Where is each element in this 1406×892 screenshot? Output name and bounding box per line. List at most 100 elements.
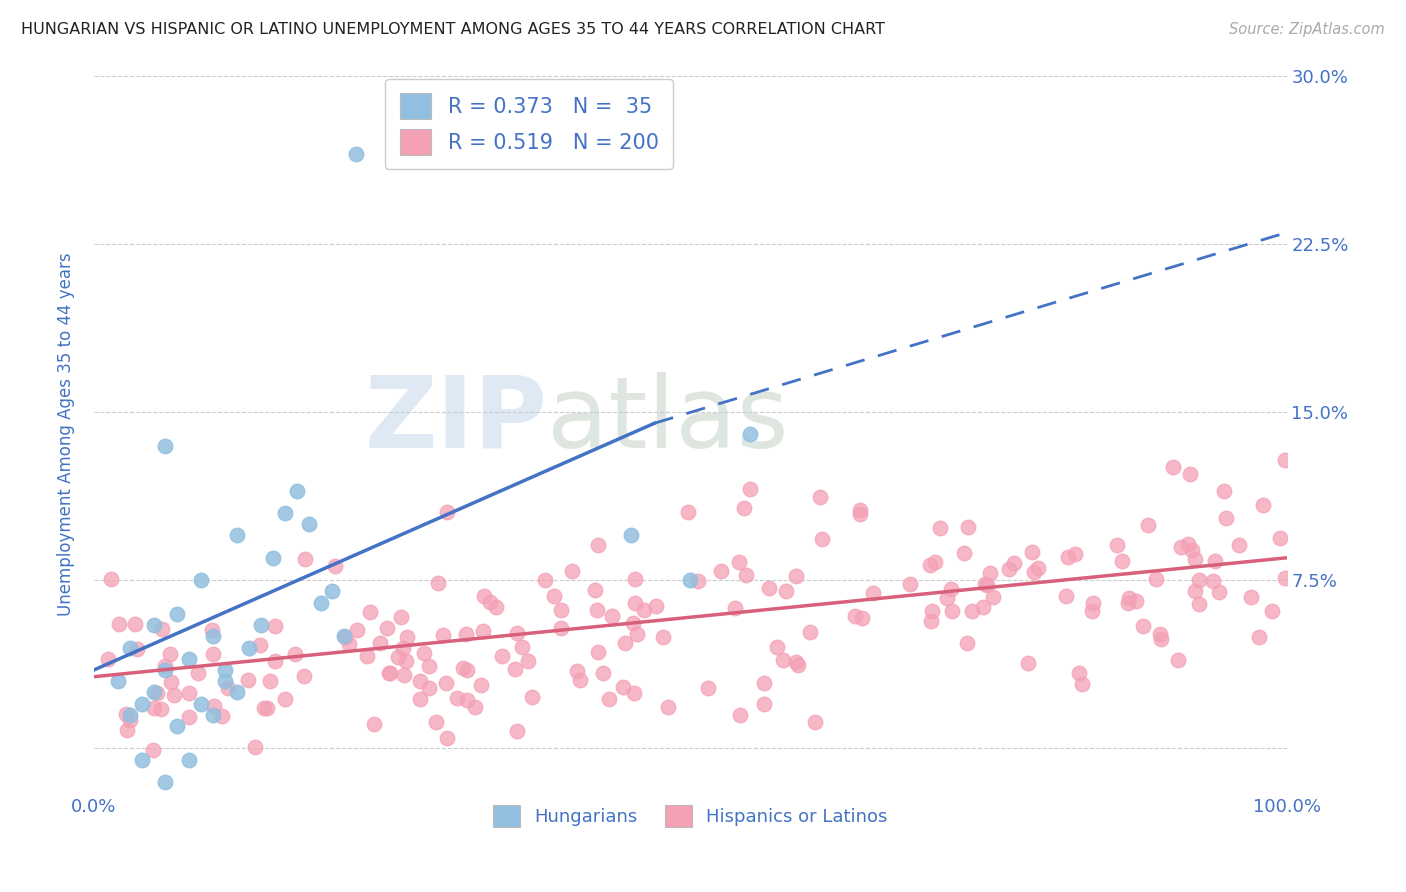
Point bbox=[162, 688, 184, 702]
Point bbox=[1144, 572, 1167, 586]
Point bbox=[679, 573, 702, 587]
Point bbox=[799, 624, 821, 639]
Point bbox=[697, 681, 720, 695]
Point bbox=[804, 715, 827, 730]
Point bbox=[1167, 653, 1189, 667]
Point bbox=[451, 661, 474, 675]
Point bbox=[464, 700, 486, 714]
Point bbox=[395, 654, 418, 668]
Point bbox=[752, 676, 775, 690]
Point bbox=[1274, 453, 1296, 467]
Point bbox=[503, 662, 526, 676]
Point bbox=[534, 574, 557, 588]
Point bbox=[1178, 467, 1201, 481]
Point bbox=[142, 685, 165, 699]
Point bbox=[733, 501, 755, 516]
Point bbox=[153, 659, 176, 673]
Point bbox=[808, 491, 831, 505]
Y-axis label: Unemployment Among Ages 35 to 44 years: Unemployment Among Ages 35 to 44 years bbox=[58, 252, 75, 616]
Point bbox=[1202, 574, 1225, 589]
Point bbox=[543, 589, 565, 603]
Point bbox=[387, 649, 409, 664]
Point bbox=[201, 647, 224, 661]
Point bbox=[456, 693, 478, 707]
Point bbox=[512, 640, 534, 654]
Point bbox=[785, 655, 807, 669]
Point bbox=[124, 616, 146, 631]
Point bbox=[633, 603, 655, 617]
Point bbox=[262, 550, 284, 565]
Point bbox=[592, 665, 614, 680]
Point bbox=[645, 599, 668, 613]
Point bbox=[1064, 547, 1087, 561]
Point bbox=[972, 600, 994, 615]
Point bbox=[973, 577, 995, 591]
Point bbox=[259, 673, 281, 688]
Point bbox=[1181, 543, 1204, 558]
Point bbox=[1208, 585, 1230, 599]
Point bbox=[583, 582, 606, 597]
Point bbox=[550, 621, 572, 635]
Point bbox=[1161, 460, 1184, 475]
Point bbox=[1081, 604, 1104, 618]
Point bbox=[485, 600, 508, 615]
Point bbox=[142, 743, 165, 757]
Point bbox=[115, 706, 138, 721]
Point bbox=[214, 674, 236, 689]
Point bbox=[392, 668, 415, 682]
Point bbox=[131, 697, 153, 711]
Point bbox=[160, 675, 183, 690]
Point bbox=[190, 573, 212, 587]
Point bbox=[998, 562, 1021, 576]
Point bbox=[226, 528, 249, 542]
Point bbox=[179, 686, 201, 700]
Point bbox=[436, 505, 458, 519]
Point bbox=[920, 615, 942, 629]
Point bbox=[456, 663, 478, 677]
Point bbox=[202, 629, 225, 643]
Point bbox=[623, 686, 645, 700]
Point bbox=[202, 698, 225, 713]
Point bbox=[150, 702, 173, 716]
Point bbox=[1022, 565, 1045, 579]
Point bbox=[274, 506, 297, 520]
Point bbox=[375, 621, 398, 635]
Point bbox=[446, 691, 468, 706]
Point bbox=[292, 669, 315, 683]
Point bbox=[115, 723, 138, 738]
Point bbox=[898, 577, 921, 591]
Point bbox=[598, 692, 620, 706]
Point bbox=[1249, 630, 1271, 644]
Point bbox=[297, 517, 319, 532]
Point bbox=[155, 663, 177, 677]
Point bbox=[586, 538, 609, 552]
Point bbox=[1177, 537, 1199, 551]
Point bbox=[107, 616, 129, 631]
Point bbox=[758, 581, 780, 595]
Point bbox=[602, 609, 624, 624]
Point bbox=[1215, 511, 1237, 525]
Point bbox=[924, 556, 946, 570]
Point bbox=[409, 673, 432, 688]
Point bbox=[150, 622, 173, 636]
Point bbox=[425, 714, 447, 729]
Point bbox=[621, 616, 644, 631]
Point bbox=[478, 595, 501, 609]
Point bbox=[321, 584, 343, 599]
Point bbox=[201, 624, 224, 638]
Point bbox=[506, 626, 529, 640]
Point bbox=[470, 678, 492, 692]
Point bbox=[179, 652, 201, 666]
Point bbox=[505, 723, 527, 738]
Point bbox=[565, 664, 588, 678]
Point bbox=[396, 630, 419, 644]
Point bbox=[1184, 583, 1206, 598]
Point bbox=[1081, 595, 1104, 609]
Point bbox=[849, 507, 872, 521]
Point bbox=[335, 630, 357, 644]
Point bbox=[1071, 677, 1094, 691]
Text: atlas: atlas bbox=[547, 372, 789, 468]
Point bbox=[253, 701, 276, 715]
Point bbox=[1111, 554, 1133, 568]
Point bbox=[1054, 589, 1077, 603]
